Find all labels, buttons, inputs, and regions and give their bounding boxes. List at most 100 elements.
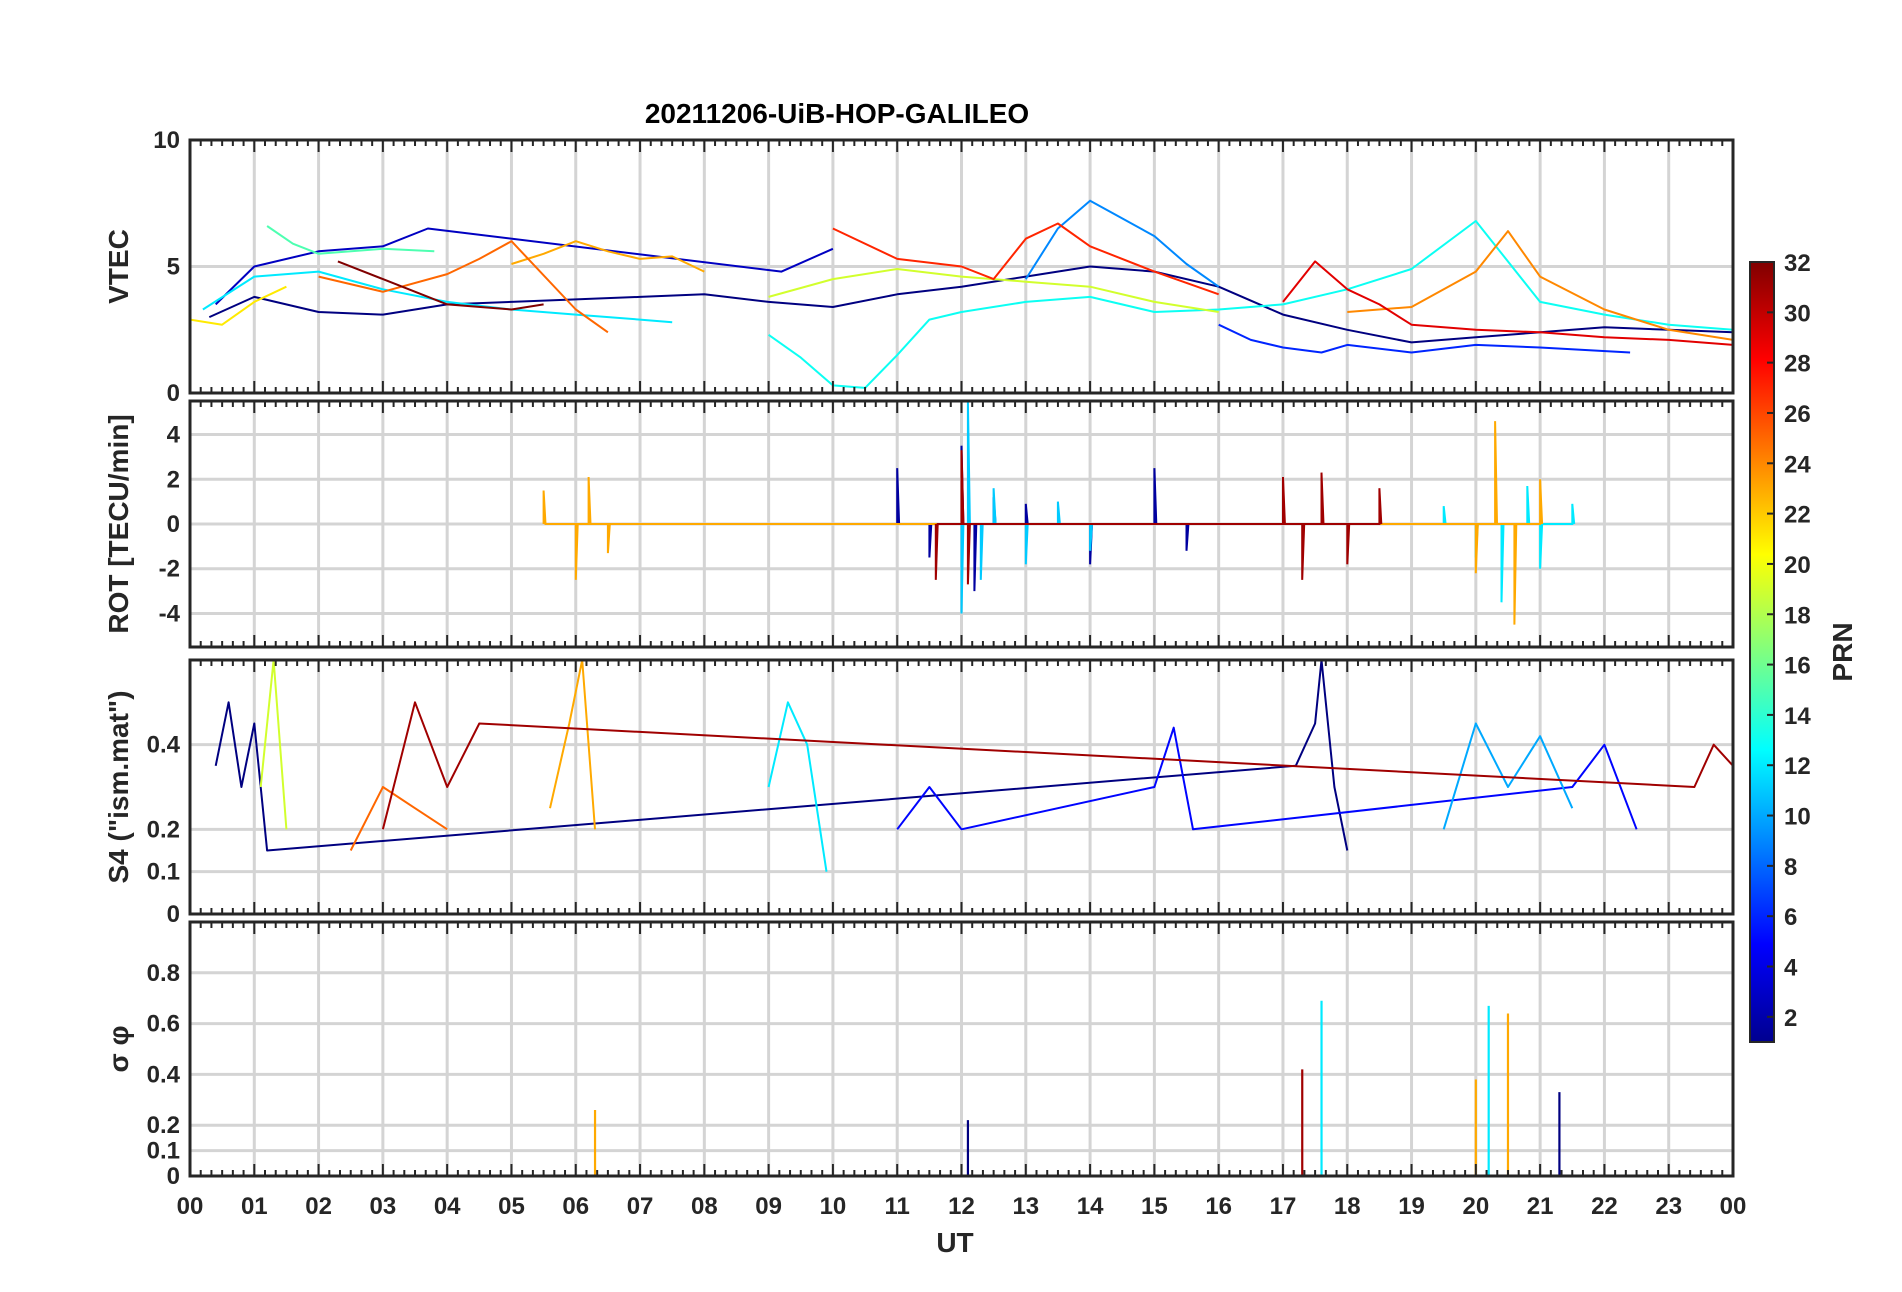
series-prn-21 bbox=[190, 285, 287, 326]
colorbar-tick-label: 4 bbox=[1784, 955, 1798, 982]
chart-title: 20211206-UiB-HOP-GALILEO bbox=[645, 98, 1029, 129]
series-prn-19 bbox=[259, 660, 288, 830]
series-prn-23 bbox=[549, 660, 596, 830]
colorbar-tick-label: 14 bbox=[1784, 703, 1811, 730]
x-tick-label: 01 bbox=[241, 1193, 268, 1220]
x-tick-label: 22 bbox=[1591, 1193, 1618, 1220]
series-prn-29 bbox=[1282, 260, 1733, 346]
x-tick-label: 05 bbox=[498, 1193, 525, 1220]
series-prn-6 bbox=[1218, 323, 1631, 354]
x-tick-label: 06 bbox=[562, 1193, 589, 1220]
series-prn-31 bbox=[381, 701, 1733, 830]
x-tick-label: 00 bbox=[1720, 1193, 1747, 1220]
panel-rot-y-tick-label: 4 bbox=[167, 422, 181, 449]
x-tick-label: 07 bbox=[627, 1193, 654, 1220]
x-tick-label: 21 bbox=[1527, 1193, 1554, 1220]
series-prn-10 bbox=[1442, 722, 1574, 830]
x-tick-labels: 00 01 02 03 04 05 06 07 08 09 10 11 12 13 14 15 16 17 18 19… bbox=[177, 1193, 1747, 1220]
x-tick-label: 13 bbox=[1012, 1193, 1039, 1220]
panel-vtec-y-tick-label: 0 bbox=[167, 380, 180, 407]
colorbar-tick-label: 30 bbox=[1784, 300, 1811, 327]
frames-layer bbox=[188, 138, 1735, 1178]
series-prn-5 bbox=[896, 726, 1638, 831]
x-tick-label: 11 bbox=[885, 1193, 910, 1220]
panel-vtec: 0 5 10 VTEC bbox=[103, 127, 1733, 407]
colorbar-tick-label: 20 bbox=[1784, 552, 1811, 579]
panel-sigma-y-axis-label: σ φ bbox=[103, 1026, 134, 1073]
panel-vtec-y-axis-label: VTEC bbox=[103, 229, 134, 304]
series-prn-3 bbox=[214, 227, 834, 306]
series-prn-31 bbox=[934, 450, 1383, 585]
panel-s4-series bbox=[214, 660, 1733, 872]
panel-s4-y-axis-label: S4 ("ism.mat") bbox=[103, 690, 134, 883]
panel-s4: 0 0.1 0.2 0.4 S4 ("ism.mat") bbox=[103, 660, 1733, 928]
series-prn-12 bbox=[767, 701, 828, 872]
panel-rot-y-tick-label: 2 bbox=[167, 466, 180, 493]
panel-rot-y-axis-label: ROT [TECU/min] bbox=[103, 414, 134, 633]
panel-rot-series bbox=[542, 401, 1576, 625]
colorbar-tick-label: 18 bbox=[1784, 602, 1811, 629]
x-tick-label: 20 bbox=[1462, 1193, 1489, 1220]
panel-sigma-y-tick-label: 0.8 bbox=[147, 960, 180, 987]
colorbar-tick-label: 10 bbox=[1784, 804, 1811, 831]
x-tick-label: 10 bbox=[820, 1193, 847, 1220]
x-tick-label: 16 bbox=[1205, 1193, 1232, 1220]
colorbar-tick-label: 24 bbox=[1784, 451, 1811, 478]
panel-s4-y-tick-label: 0 bbox=[167, 901, 180, 928]
series-prn-15 bbox=[266, 225, 435, 255]
panel-vtec-y-tick-label: 5 bbox=[167, 254, 180, 281]
x-tick-label: 09 bbox=[755, 1193, 782, 1220]
panel-rot-y-tick-label: 0 bbox=[167, 511, 180, 538]
panel-sigma-series bbox=[593, 1000, 1561, 1176]
x-axis-label: UT bbox=[936, 1227, 973, 1258]
series-prn-25 bbox=[318, 240, 609, 334]
colorbar-tick-label: 26 bbox=[1784, 401, 1811, 428]
colorbar-tick-label: 16 bbox=[1784, 653, 1811, 680]
colorbar-tick-label: 6 bbox=[1784, 904, 1797, 931]
panel-rot-y-tick-label: -2 bbox=[159, 556, 180, 583]
panel-rot-y-tick-label: -4 bbox=[159, 600, 181, 627]
colorbar-tick-label: 28 bbox=[1784, 351, 1811, 378]
series-prn-11 bbox=[960, 401, 1093, 614]
x-tick-label: 02 bbox=[305, 1193, 332, 1220]
x-tick-label: 18 bbox=[1334, 1193, 1361, 1220]
x-tick-label: 03 bbox=[370, 1193, 397, 1220]
colorbar-tick-label: 8 bbox=[1784, 854, 1797, 881]
colorbar-gradient bbox=[1749, 261, 1775, 1043]
panel-vtec-y-tick-label: 10 bbox=[153, 127, 180, 154]
colorbar-tick-label: 32 bbox=[1784, 250, 1811, 277]
panel-sigma-y-tick-label: 0.1 bbox=[147, 1138, 180, 1165]
series-prn-23 bbox=[511, 240, 705, 273]
x-tick-label: 23 bbox=[1655, 1193, 1682, 1220]
panel-sigma-y-tick-label: 0.4 bbox=[147, 1061, 181, 1088]
colorbar-tick-label: 12 bbox=[1784, 753, 1811, 780]
series-prn-25 bbox=[349, 786, 448, 851]
x-tick-label: 17 bbox=[1270, 1193, 1297, 1220]
series-layer bbox=[190, 199, 1733, 1176]
x-tick-label: 12 bbox=[948, 1193, 975, 1220]
panel-s4-y-tick-label: 0.4 bbox=[147, 732, 181, 759]
panel-sigma-y-tick-label: 0 bbox=[167, 1163, 180, 1190]
x-tick-label: 19 bbox=[1398, 1193, 1425, 1220]
series-prn-24 bbox=[1347, 230, 1733, 341]
x-tick-label: 04 bbox=[434, 1193, 461, 1220]
x-tick-label: 14 bbox=[1077, 1193, 1104, 1220]
colorbar-tick-label: 22 bbox=[1784, 502, 1811, 529]
panel-sigma-y-tick-label: 0.2 bbox=[147, 1112, 180, 1139]
colorbar-tick-label: 2 bbox=[1784, 1005, 1797, 1032]
series-prn-1 bbox=[214, 660, 1349, 852]
x-tick-label: 15 bbox=[1141, 1193, 1168, 1220]
series-prn-9 bbox=[1024, 199, 1220, 288]
series-prn-32 bbox=[337, 260, 544, 311]
panel-s4-y-tick-label: 0.1 bbox=[147, 859, 180, 886]
series-prn-12 bbox=[202, 270, 673, 324]
panel-sigma-y-tick-label: 0.6 bbox=[147, 1011, 180, 1038]
x-tick-label: 08 bbox=[691, 1193, 718, 1220]
series-prn-27 bbox=[832, 222, 1220, 296]
colorbar-label: PRN bbox=[1827, 622, 1858, 681]
panel-vtec-series bbox=[190, 199, 1733, 389]
panel-s4-y-tick-label: 0.2 bbox=[147, 816, 180, 843]
x-tick-label: 00 bbox=[177, 1193, 204, 1220]
